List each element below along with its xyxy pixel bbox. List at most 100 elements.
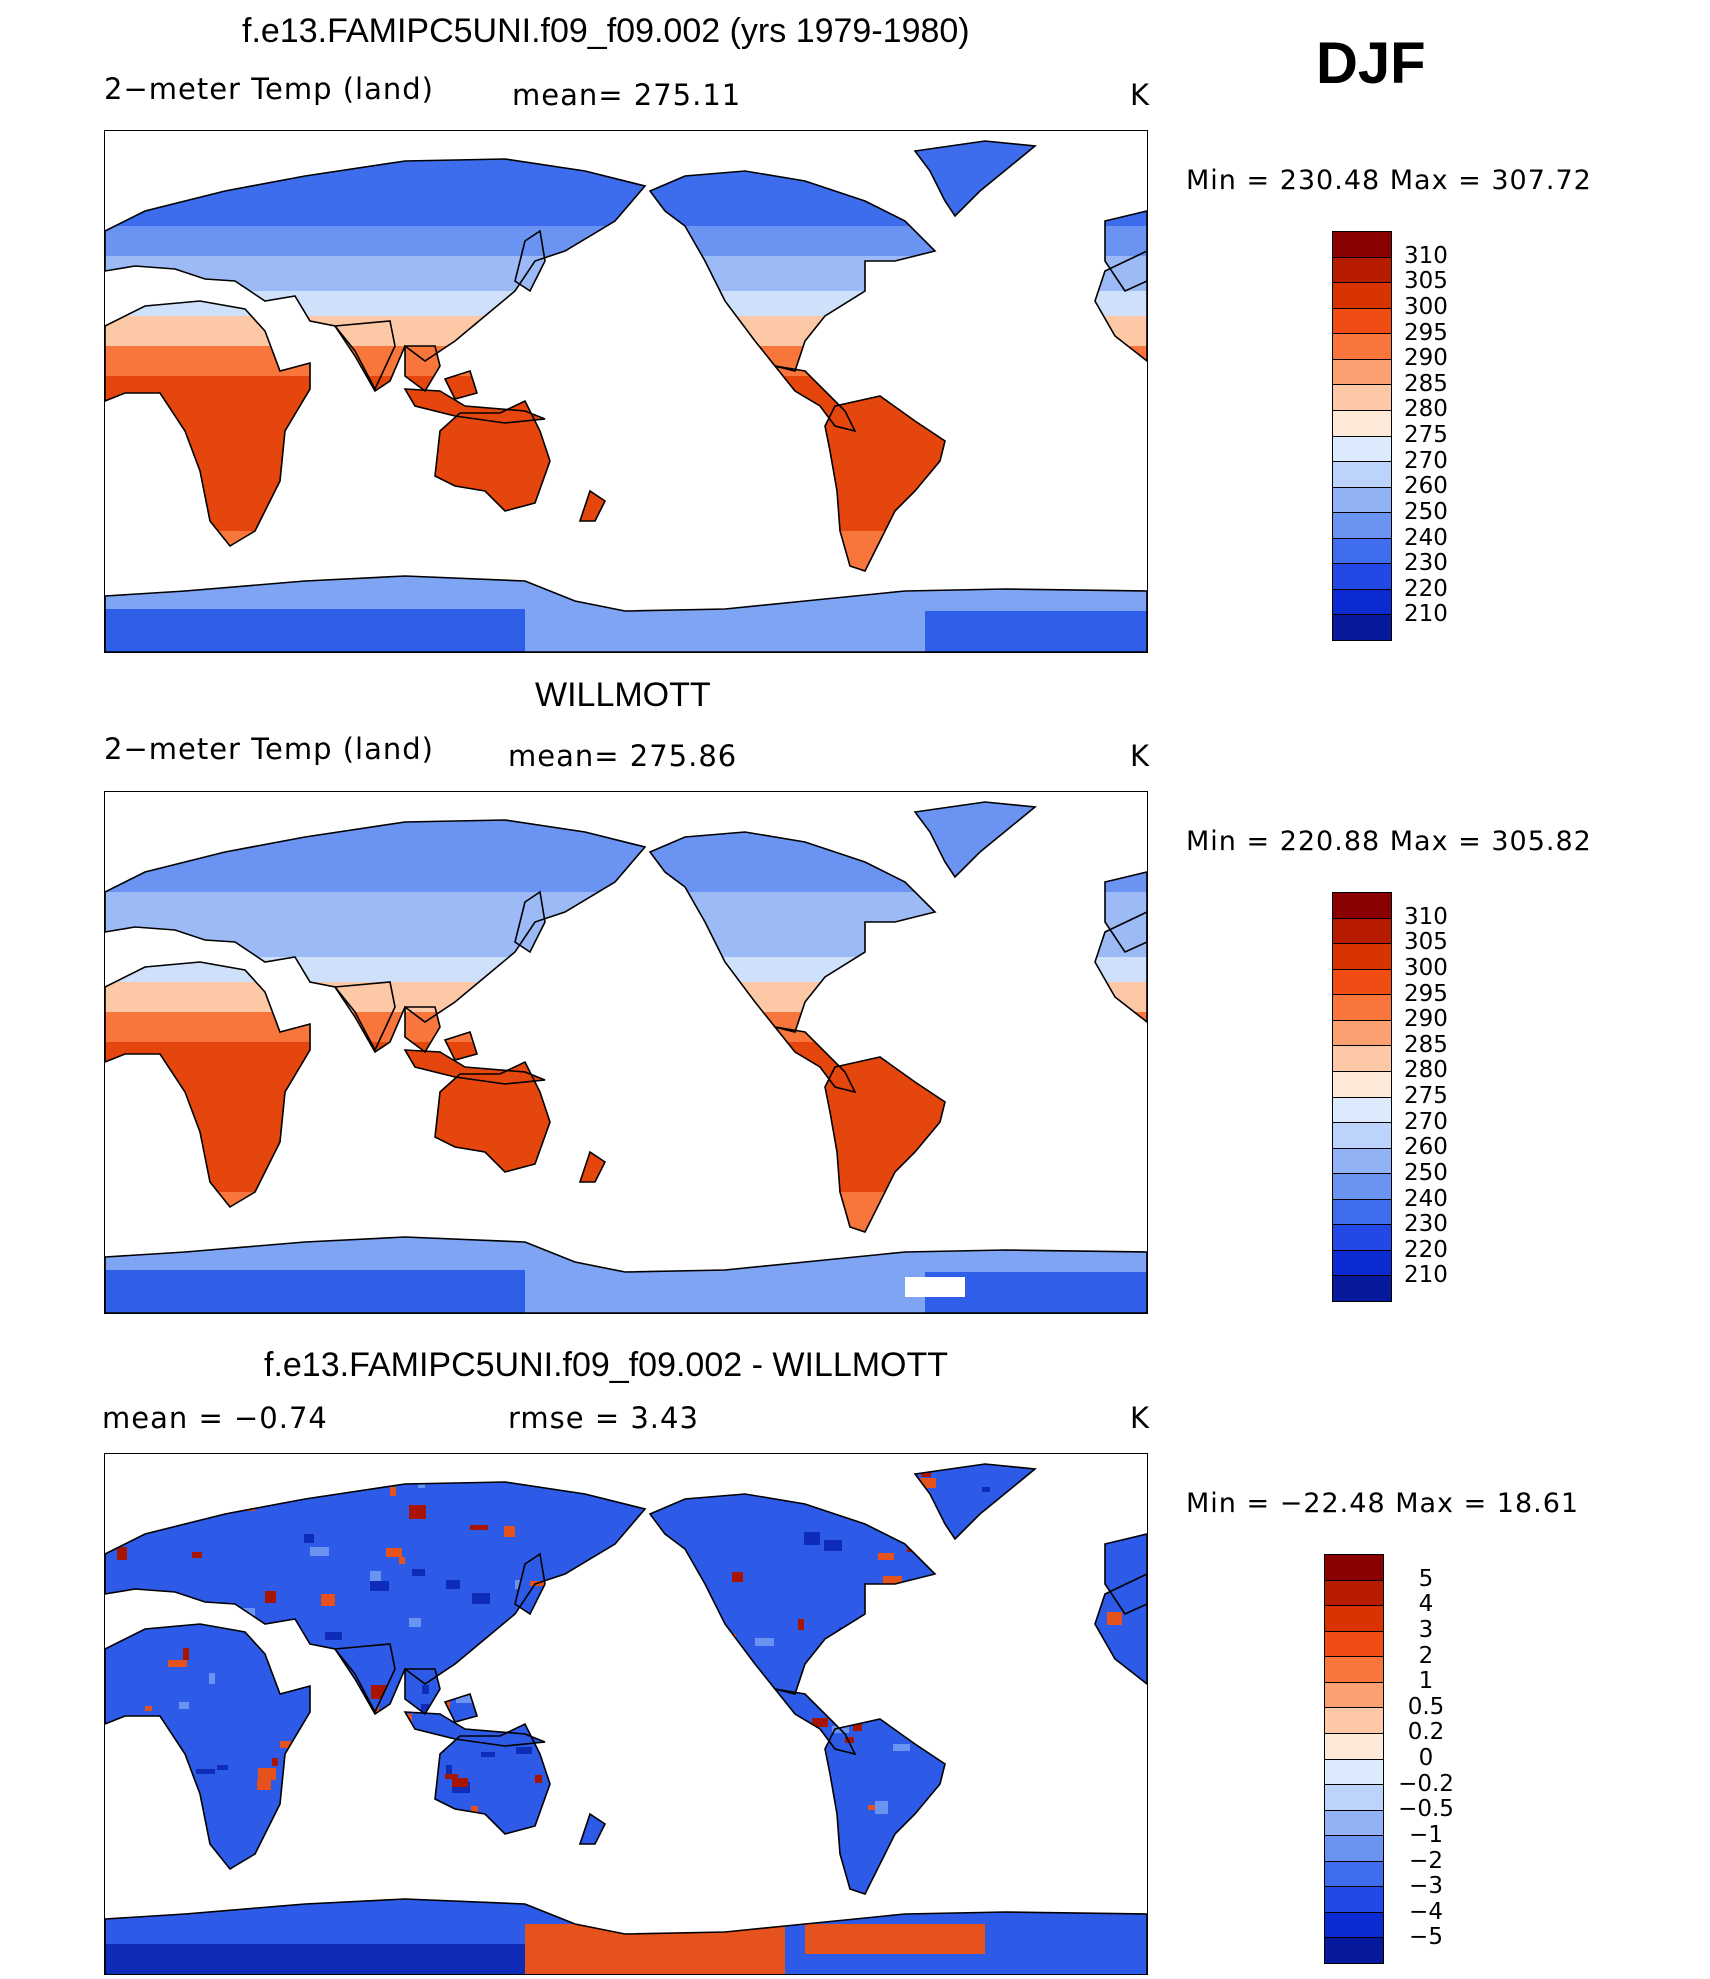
colorbar-tick-label: −0.2 xyxy=(1398,1770,1454,1797)
coastline-europewest xyxy=(1104,210,1147,293)
coastline-samerica xyxy=(824,395,946,572)
colorbar-swatch xyxy=(1325,1861,1383,1888)
colorbar-tick-label: 285 xyxy=(1404,370,1448,397)
colorbar-swatch xyxy=(1325,1631,1383,1658)
colorbar-swatch xyxy=(1333,1174,1391,1200)
coastline-india xyxy=(333,981,396,1052)
coastline-australia xyxy=(434,399,551,512)
colorbar-swatch xyxy=(1325,1708,1383,1734)
colorbar-tick-label: 275 xyxy=(1404,422,1448,448)
mean-label: mean= 275.86 xyxy=(508,739,738,773)
colorbar-tick-label: −1 xyxy=(1409,1821,1443,1848)
colorbar-swatch xyxy=(1333,1046,1391,1072)
colorbar-tick-label: 310 xyxy=(1404,242,1448,269)
colorbar-swatches xyxy=(1324,1554,1384,1964)
min-max-readout: Min = 220.88 Max = 305.82 xyxy=(1186,826,1592,857)
colorbar-swatch xyxy=(1333,232,1391,258)
colorbar-tick-label: 220 xyxy=(1404,1236,1448,1263)
colorbar-tick-label: 240 xyxy=(1404,524,1448,551)
units-label: K xyxy=(1130,78,1151,112)
coastline-japan xyxy=(514,890,546,954)
colorbar-swatch xyxy=(1333,995,1391,1021)
coastline-africawest xyxy=(1094,250,1147,363)
colorbar-tick-label: 230 xyxy=(1404,1211,1448,1238)
coastline-eurasia xyxy=(105,1481,647,1716)
coastline-africa xyxy=(105,961,311,1209)
coastline-namerica xyxy=(648,1493,937,1695)
colorbar-swatch xyxy=(1333,410,1391,437)
colorbar-tick-label: 250 xyxy=(1404,1159,1448,1186)
coastline-nz xyxy=(578,1150,607,1183)
colorbar-tick-label: 280 xyxy=(1404,1057,1448,1084)
coastline-indonesia xyxy=(403,1049,546,1085)
colorbar-tick-label: 310 xyxy=(1404,903,1448,930)
coastline-europewest xyxy=(1104,1533,1147,1616)
colorbar-swatch xyxy=(1325,1759,1383,1786)
colorbar-tick-label: 280 xyxy=(1404,396,1448,423)
coastline-japan xyxy=(514,229,546,293)
colorbar-swatch xyxy=(1333,487,1391,514)
coastline-borneo xyxy=(443,1692,479,1723)
colorbar-swatch xyxy=(1325,1555,1383,1581)
colorbar-swatch xyxy=(1325,1912,1383,1939)
colorbar-swatches xyxy=(1332,892,1392,1302)
map-temperature-difference xyxy=(104,1453,1148,1975)
coastline-camerica xyxy=(773,1025,857,1094)
coastline-japan xyxy=(514,1552,546,1616)
coastline-antarctica xyxy=(105,1236,1147,1313)
colorbar-swatch xyxy=(1333,1199,1391,1226)
units-label: K xyxy=(1130,739,1151,773)
colorbar-swatch xyxy=(1333,944,1391,970)
coastline-eurasia xyxy=(105,819,647,1054)
coastline-borneo xyxy=(443,1030,479,1061)
colorbar-swatch xyxy=(1333,257,1391,284)
mean-label: mean= 275.11 xyxy=(512,78,742,112)
coastline-europewest xyxy=(1104,871,1147,954)
colorbar-tick-label: −2 xyxy=(1409,1847,1443,1874)
colorbar-tick-label: 230 xyxy=(1404,550,1448,577)
colorbar-tick-label: 0 xyxy=(1418,1745,1434,1771)
coastline-india xyxy=(333,1643,396,1714)
colorbar-tick-label: 275 xyxy=(1404,1083,1448,1109)
map-model-temperature xyxy=(104,130,1148,653)
colorbar-swatch xyxy=(1333,538,1391,565)
coastline-indonesia xyxy=(403,1711,546,1747)
coastline-seasia xyxy=(404,1006,441,1054)
coastline-borneo xyxy=(443,369,479,400)
colorbar-tick-label: −3 xyxy=(1409,1873,1443,1900)
panel-title: f.e13.FAMIPC5UNI.f09_f09.002 - WILLMOTT xyxy=(264,1346,949,1384)
colorbar-swatch xyxy=(1333,564,1391,590)
colorbar-swatch xyxy=(1333,1276,1391,1301)
colorbar-tick-label: 290 xyxy=(1404,1006,1448,1033)
coastline-australia xyxy=(434,1722,551,1835)
colorbar-swatch xyxy=(1325,1606,1383,1632)
colorbar-swatch xyxy=(1325,1682,1383,1709)
colorbar-tick-label: 240 xyxy=(1404,1185,1448,1212)
coastline-antarctica xyxy=(105,1898,1147,1974)
colorbar-swatch xyxy=(1333,918,1391,945)
colorbar-tick-label: 260 xyxy=(1404,473,1448,500)
colorbar-tick-label: 270 xyxy=(1404,447,1448,474)
colorbar-tick-label: 260 xyxy=(1404,1134,1448,1161)
coastline-nz xyxy=(578,1812,607,1845)
colorbar-tick-label: 5 xyxy=(1418,1565,1434,1592)
coastline-antarctica xyxy=(105,575,1147,652)
colorbar-swatch xyxy=(1333,385,1391,411)
colorbar-swatch xyxy=(1325,1580,1383,1607)
colorbar-tick-label: 0.2 xyxy=(1407,1719,1445,1746)
colorbar-difference: 5 4 3 2 1 0.5 0.2 0 −0.2 −0.5 −1 −2 −3 −4 −5 xyxy=(1324,1554,1454,1964)
colorbar-swatch xyxy=(1333,589,1391,616)
colorbar-swatch xyxy=(1333,513,1391,539)
colorbar-tick-label: 305 xyxy=(1404,268,1448,295)
colorbar-swatches xyxy=(1332,231,1392,641)
colorbar-swatch xyxy=(1325,1887,1383,1913)
colorbar-tick-label: 300 xyxy=(1404,954,1448,981)
colorbar-swatch xyxy=(1333,359,1391,386)
colorbar-tick-label: 2 xyxy=(1418,1642,1434,1669)
colorbar-tick-label: 1 xyxy=(1418,1668,1434,1695)
colorbar-swatch xyxy=(1333,1225,1391,1251)
season-label: DJF xyxy=(1316,31,1426,96)
map-observed-temperature xyxy=(104,791,1148,1314)
colorbar-swatch xyxy=(1325,1785,1383,1811)
colorbar-tick-label: 290 xyxy=(1404,345,1448,372)
